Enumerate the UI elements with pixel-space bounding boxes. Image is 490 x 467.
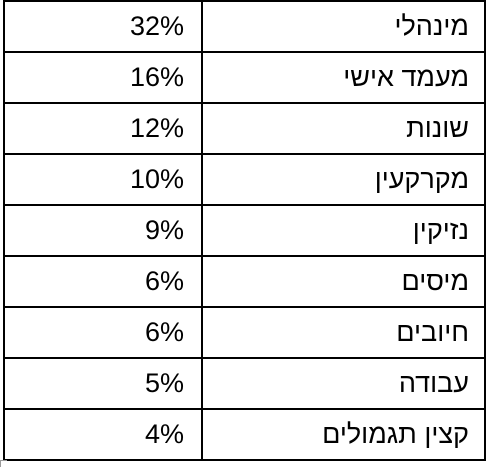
category-cell: מיסים	[201, 255, 486, 308]
percent-cell: 10%	[3, 153, 203, 206]
category-percentage-table: 32% מינהלי 16% מעמד אישי 12% שונות 10% מ…	[3, 0, 486, 461]
table-row: 16% מעמד אישי	[3, 51, 486, 104]
table-body: 32% מינהלי 16% מעמד אישי 12% שונות 10% מ…	[3, 0, 486, 461]
table-row: 6% מיסים	[3, 255, 486, 308]
percent-cell: 9%	[3, 204, 203, 257]
percent-cell: 16%	[3, 51, 203, 104]
category-cell: שונות	[201, 102, 486, 155]
percent-cell: 6%	[3, 255, 203, 308]
category-cell: חיובים	[201, 306, 486, 359]
category-cell: עבודה	[201, 357, 486, 410]
category-cell: קצין תגמולים	[201, 408, 486, 461]
category-cell: נזיקין	[201, 204, 486, 257]
selection-corner-marker	[0, 460, 7, 467]
table-row: 32% מינהלי	[3, 0, 486, 53]
category-cell: מינהלי	[201, 0, 486, 53]
table-row: 4% קצין תגמולים	[3, 408, 486, 461]
percent-cell: 5%	[3, 357, 203, 410]
percent-cell: 4%	[3, 408, 203, 461]
percent-cell: 32%	[3, 0, 203, 53]
table-row: 9% נזיקין	[3, 204, 486, 257]
percent-cell: 6%	[3, 306, 203, 359]
table-row: 10% מקרקעין	[3, 153, 486, 206]
table-row: 5% עבודה	[3, 357, 486, 410]
table-row: 6% חיובים	[3, 306, 486, 359]
table-row: 12% שונות	[3, 102, 486, 155]
percent-cell: 12%	[3, 102, 203, 155]
category-cell: מקרקעין	[201, 153, 486, 206]
category-cell: מעמד אישי	[201, 51, 486, 104]
